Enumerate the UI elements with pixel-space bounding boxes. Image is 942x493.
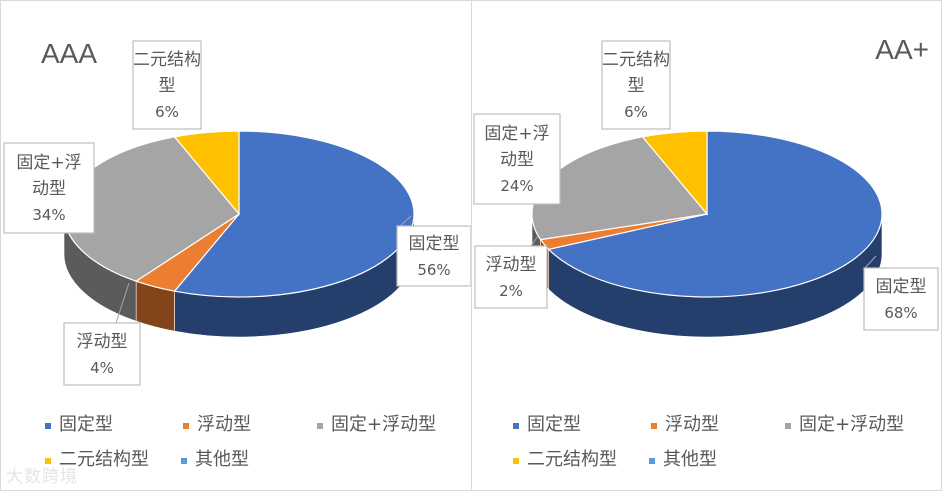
- leader-line: [530, 235, 539, 247]
- chart-panel-aa-plus: AA+ 固定型 68% 浮动型 2% 固定+浮 动型 24% 二元结构型 6% 固定型 浮动型 固定+浮…: [471, 0, 942, 491]
- data-label-box: [3, 142, 95, 234]
- data-label-value: 56%: [417, 261, 450, 279]
- legend-label: 其他型: [195, 449, 249, 470]
- data-labels: 固定型 68% 浮动型 2% 固定+浮动型 24% 二元结构型 6%: [473, 40, 939, 331]
- legend-swatch: [183, 423, 189, 429]
- data-label-category: 型: [159, 76, 176, 96]
- legend-swatch: [181, 458, 187, 464]
- data-label-value: 4%: [90, 359, 114, 377]
- pie-top-faces: [63, 130, 415, 298]
- legend-item-浮动型: 浮动型: [651, 414, 719, 435]
- data-label-box: [473, 113, 561, 205]
- legend-swatch: [513, 423, 519, 429]
- pie-slice-二元结构型: [173, 130, 240, 216]
- chart-title: AA+: [875, 34, 929, 65]
- data-label-category: 型: [628, 76, 645, 96]
- data-label-category: 固定型: [876, 277, 927, 297]
- chart-title: AAA: [41, 38, 97, 69]
- data-label-category: 二元结构: [133, 50, 201, 70]
- pie-top-faces: [531, 130, 883, 298]
- data-label-box: [63, 322, 141, 386]
- legend-label: 固定型: [59, 414, 113, 435]
- legend-label: 固定+浮动型: [799, 414, 904, 435]
- legend-item-二元结构型: 二元结构型: [45, 449, 149, 470]
- data-label-value: 6%: [624, 103, 648, 121]
- data-label-box: [474, 245, 548, 309]
- data-label-value: 24%: [500, 177, 533, 195]
- data-label-category: 固定型: [409, 234, 460, 254]
- legend-label: 其他型: [663, 449, 717, 470]
- data-label-category: 固定+浮: [16, 153, 81, 173]
- legend-swatch: [45, 458, 51, 464]
- legend-item-固定-plus-浮动型: 固定+浮动型: [785, 414, 904, 435]
- legend-swatch: [649, 458, 655, 464]
- legend-item-浮动型: 浮动型: [183, 414, 251, 435]
- data-label-category: 二元结构: [602, 50, 670, 70]
- data-label-box: [601, 40, 671, 130]
- data-label-category: 浮动型: [77, 332, 128, 352]
- data-label-category: 动型: [32, 179, 66, 199]
- legend-swatch: [785, 423, 791, 429]
- legend-swatch: [651, 423, 657, 429]
- legend-label: 固定型: [527, 414, 581, 435]
- legend-item-固定-plus-浮动型: 固定+浮动型: [317, 414, 436, 435]
- legend-swatch: [317, 423, 323, 429]
- legend-item-固定型: 固定型: [513, 414, 581, 435]
- legend-swatch: [513, 458, 519, 464]
- legend-label: 固定+浮动型: [331, 414, 436, 435]
- legend-item-其他型: 其他型: [649, 449, 717, 470]
- leader-line: [863, 255, 877, 270]
- data-label-value: 2%: [499, 282, 523, 300]
- legend-label: 二元结构型: [59, 449, 149, 470]
- legend-label: 二元结构型: [527, 449, 617, 470]
- data-label-value: 68%: [884, 304, 917, 322]
- leader-line: [115, 282, 130, 324]
- data-label-box: [396, 225, 472, 287]
- data-label-value: 34%: [32, 206, 65, 224]
- data-label-value: 6%: [155, 103, 179, 121]
- pie-slice-固定型: [547, 130, 883, 298]
- data-labels: 固定型 56% 浮动型 4% 固定+浮动型 34% 二元结构型 6%: [3, 40, 472, 386]
- data-label-box: [863, 267, 939, 331]
- legend-item-其他型: 其他型: [181, 449, 249, 470]
- legend-label: 浮动型: [665, 414, 719, 435]
- legend-item-二元结构型: 二元结构型: [513, 449, 617, 470]
- data-label-category: 固定+浮: [484, 124, 549, 144]
- legend-swatch: [45, 423, 51, 429]
- data-label-category: 动型: [500, 150, 534, 170]
- legend-item-固定型: 固定型: [45, 414, 113, 435]
- pie-slice-二元结构型: [641, 130, 708, 216]
- data-label-box: [132, 40, 202, 130]
- chart-panel-aaa: AAA 固定型 56% 浮动型 4% 固定+浮 动型 34% 二元结构型 6% 固定型 浮动型 固定+浮…: [0, 0, 472, 491]
- data-label-category: 浮动型: [486, 255, 537, 275]
- watermark: 大数跨境: [6, 467, 78, 487]
- legend-label: 浮动型: [197, 414, 251, 435]
